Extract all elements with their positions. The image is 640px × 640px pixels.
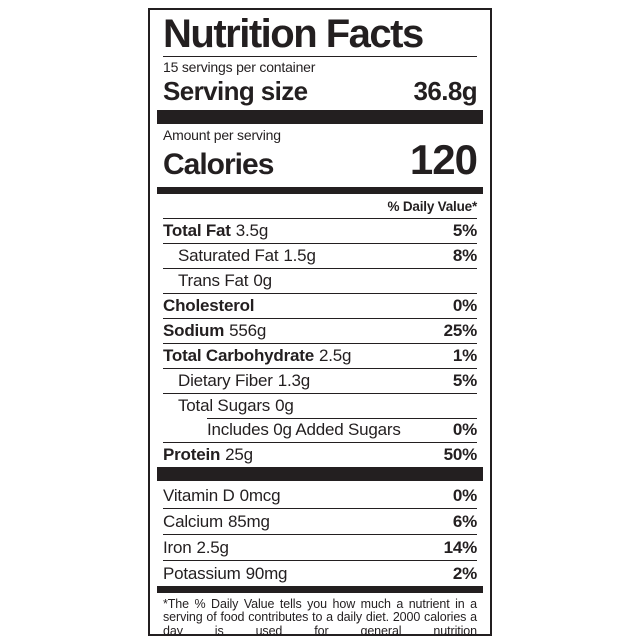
vitamin-daily-value: 6% [452,512,477,531]
daily-value-footnote: *The % Daily Value tells you how much a … [163,597,477,636]
nutrient-daily-value: 8% [452,246,477,265]
calories-label: Calories [163,148,274,181]
nutrient-amount: 0g [253,271,272,290]
nutrient-row: Saturated Fat 1.5g 8% [163,243,477,268]
vitamin-row: Vitamin D 0mcg 0% [163,483,477,508]
vitamin-amount: 90mg [245,564,288,583]
nutrient-amount: 1.5g [283,246,316,265]
vitamin-row: Calcium 85mg 6% [163,508,477,534]
calories-row: Calories 120 [163,136,478,183]
nutrient-name: Total Sugars [178,396,271,415]
nutrient-daily-value: 5% [452,371,477,390]
vitamin-daily-value: 14% [443,538,478,557]
nutrient-amount: 3.5g [235,221,269,240]
nutrient-amount: 1.3g [277,371,310,390]
servings-per-container: 15 servings per container [163,59,316,75]
nutrient-row: Trans Fat 0g [163,268,477,293]
medium-divider-bar [157,586,483,593]
label-header: Nutrition Facts 15 servings per containe… [150,12,490,105]
amount-per-serving-label: Amount per serving [163,127,281,143]
calories-value: 120 [409,136,478,183]
vitamin-daily-value: 0% [452,486,477,505]
vitamin-name: Vitamin D [163,486,235,505]
vitamin-name: Potassium [163,564,241,583]
nutrient-row: Protein 25g 50% [163,442,477,467]
nutrient-row: Cholesterol 0% [163,293,477,318]
nutrient-amount: 0g [275,396,294,415]
vitamin-amount: 0mcg [239,486,281,505]
calories-section: Amount per serving Calories 120 [150,124,490,183]
nutrient-table: % Daily Value* Total Fat 3.5g 5% Saturat… [150,194,490,467]
nutrient-name: Total Carbohydrate [163,346,314,365]
nutrient-name: Cholesterol [163,296,255,315]
nutrient-row: Total Carbohydrate 2.5g 1% [163,343,477,368]
label-title: Nutrition Facts [163,12,424,56]
nutrient-daily-value: 0% [452,296,477,315]
nutrient-name: Includes 0g Added Sugars [207,420,401,439]
nutrient-amount: 556g [229,321,267,340]
nutrient-name: Dietary Fiber [178,371,273,390]
vitamin-amount: 85mg [228,512,270,531]
thick-divider-bar [157,467,483,481]
vitamin-name: Iron [163,538,192,557]
nutrient-daily-value: 50% [443,445,478,464]
nutrient-name: Trans Fat [178,271,249,290]
nutrient-row: Sodium 556g 25% [163,318,477,343]
nutrient-name: Protein [163,445,221,464]
nutrient-daily-value: 5% [452,221,477,240]
nutrient-daily-value: 0% [452,420,477,439]
serving-size-label: Serving size [163,76,308,106]
serving-size-row: Serving size 36.8g [163,76,478,106]
vitamin-amount: 2.5g [196,538,229,557]
nutrient-amount: 2.5g [319,346,352,365]
nutrient-row: Total Fat 3.5g 5% [163,219,477,243]
nutrient-name: Saturated Fat [178,246,279,265]
nutrient-name: Sodium [163,321,225,340]
daily-value-header: % Daily Value* [163,194,477,219]
serving-size-value: 36.8g [413,76,478,106]
nutrient-row: Dietary Fiber 1.3g 5% [163,368,477,393]
nutrient-daily-value: 1% [452,346,477,365]
nutrient-daily-value: 25% [443,321,478,340]
title-divider [163,56,477,57]
vitamin-row: Potassium 90mg 2% [163,560,477,586]
nutrient-row: Total Sugars 0g [163,393,477,418]
vitamin-daily-value: 2% [452,564,477,583]
vitamin-row: Iron 2.5g 14% [163,534,477,560]
nutrient-row: Includes 0g Added Sugars 0% [163,418,477,442]
thick-divider-bar [157,110,483,124]
medium-divider-bar [157,187,483,194]
nutrient-amount: 25g [225,445,253,464]
nutrition-facts-label: Nutrition Facts 15 servings per containe… [148,8,492,636]
vitamin-table: Vitamin D 0mcg 0% Calcium 85mg 6% Iron 2… [150,481,490,586]
nutrient-name: Total Fat [163,221,231,240]
vitamin-name: Calcium [163,512,224,531]
